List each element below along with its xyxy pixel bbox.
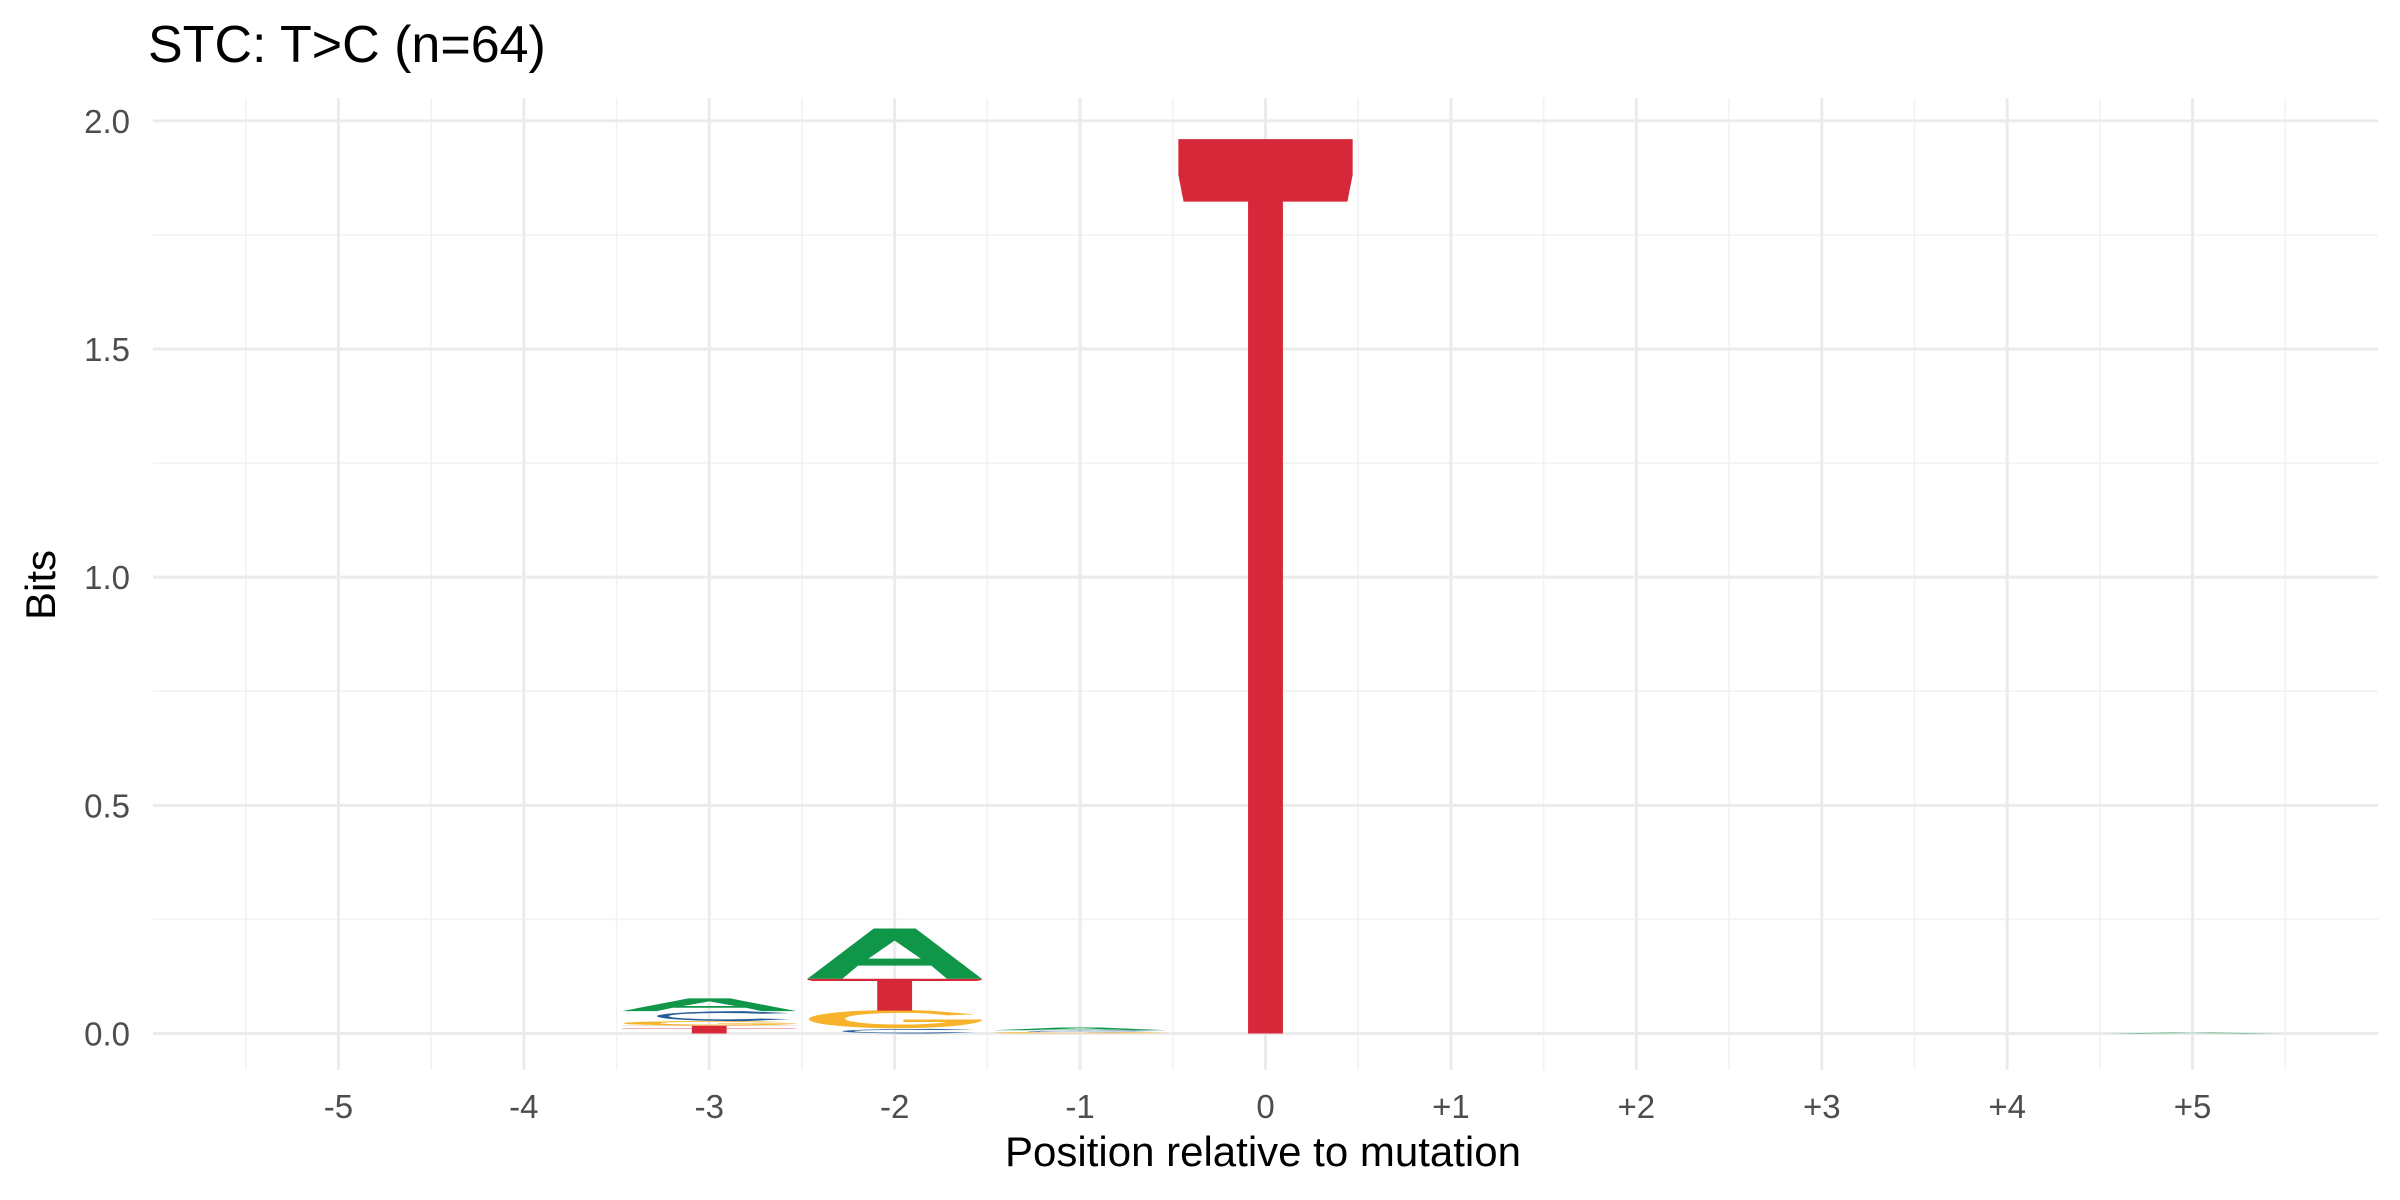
x-tick-label: +3 (1803, 1088, 1841, 1125)
logo-letter-t (622, 1028, 797, 1034)
x-axis-ticks: -5 -4 -3 -2 -1 0 +1 +2 +3 +4 +5 (324, 1088, 2212, 1125)
logo-letter-a (622, 998, 797, 1012)
x-tick-label: +5 (2174, 1088, 2212, 1125)
logo-letter-g (623, 1020, 797, 1026)
logo-letter-a (992, 1027, 1168, 1031)
y-axis-title: Bits (17, 550, 64, 620)
y-axis-ticks: 0.0 0.5 1.0 1.5 2.0 (84, 103, 130, 1053)
y-tick-label: 1.5 (84, 331, 130, 368)
logo-letter-g (808, 1009, 982, 1029)
x-tick-label: -1 (1065, 1088, 1094, 1125)
logo-letter-a (807, 928, 982, 979)
x-tick-label: -5 (324, 1088, 353, 1125)
x-tick-label: 0 (1256, 1088, 1274, 1125)
y-tick-label: 1.0 (84, 559, 130, 596)
y-tick-label: 0.0 (84, 1015, 130, 1052)
logo-letter-t (1178, 139, 1353, 1034)
logo-letter-a (2105, 1032, 2280, 1034)
y-tick-label: 0.5 (84, 787, 130, 824)
logo-letters (622, 139, 2280, 1034)
logo-letter-c (656, 1011, 790, 1022)
y-tick-label: 2.0 (84, 103, 130, 140)
x-tick-label: +4 (1988, 1088, 2026, 1125)
logo-letter-g (994, 1032, 1168, 1034)
logo-letter-t (807, 978, 982, 1011)
x-tick-label: -3 (695, 1088, 724, 1125)
x-tick-label: -2 (880, 1088, 909, 1125)
logo-letter-t (622, 1025, 797, 1029)
logo-letter-c (1027, 1030, 1161, 1033)
chart-title: STC: T>C (n=64) (148, 16, 546, 74)
x-axis-title: Position relative to mutation (1005, 1128, 1521, 1175)
x-tick-label: -4 (509, 1088, 538, 1125)
x-tick-label: +1 (1432, 1088, 1470, 1125)
x-tick-label: +2 (1618, 1088, 1656, 1125)
